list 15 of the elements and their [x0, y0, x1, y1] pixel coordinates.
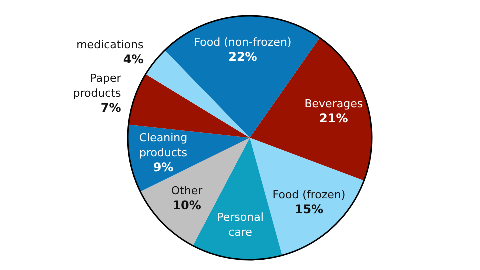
data-label: 4%	[123, 52, 144, 67]
slice-label: medications	[76, 38, 144, 52]
data-label: 7%	[100, 101, 122, 116]
data-label: 9%	[153, 160, 174, 175]
slice-label: Other	[171, 184, 204, 198]
slice-label: Personal care	[217, 210, 264, 239]
data-label: 15%	[294, 202, 324, 217]
data-label: 10%	[172, 199, 202, 214]
slice-label: Food (frozen)	[272, 188, 346, 202]
data-label: 22%	[228, 50, 258, 64]
slice-label: Food (non-frozen)	[194, 36, 292, 49]
data-label: 21%	[320, 112, 348, 126]
slice-label: Cleaning products	[139, 131, 188, 160]
slice-label: Beverages	[304, 98, 364, 111]
slice-label: Paper products	[73, 72, 122, 100]
